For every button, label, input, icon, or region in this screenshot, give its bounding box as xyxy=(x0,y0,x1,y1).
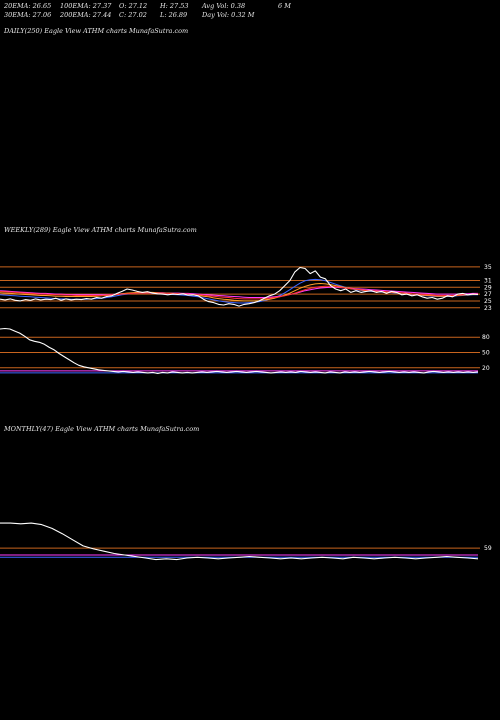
level-label-20: 20 xyxy=(482,365,490,372)
daily-panel-label: DAILY(250) Eagle View ATHM charts Munafa… xyxy=(4,27,189,35)
stat-high: H: 27.53 xyxy=(160,2,189,10)
stat-open: O: 27.12 xyxy=(119,2,148,10)
level-label-35: 35 xyxy=(484,264,492,271)
monthly-panel-label: MONTHLY(47) Eagle View ATHM charts Munaf… xyxy=(4,425,200,433)
price-line-2 xyxy=(0,327,479,374)
stat-day-vol: Day Vol: 0.32 M xyxy=(202,11,255,19)
level-label-80: 80 xyxy=(482,334,490,341)
monthly-indicator-chart: 59 xyxy=(0,522,492,561)
level-label-59: 59 xyxy=(484,545,492,552)
ema-line-3 xyxy=(0,285,478,300)
stats-row-1: 20EMA: 26.65 100EMA: 27.37 O: 27.12 H: 2… xyxy=(4,2,496,11)
stat-20ema: 20EMA: 26.65 xyxy=(4,2,52,10)
stats-header: 20EMA: 26.65 100EMA: 27.37 O: 27.12 H: 2… xyxy=(4,2,496,20)
price-line-4 xyxy=(0,266,479,307)
stat-low: L: 26.89 xyxy=(160,11,188,19)
level-label-25: 25 xyxy=(484,298,492,305)
level-label-50: 50 xyxy=(482,350,490,357)
level-label-29: 29 xyxy=(484,284,492,291)
stat-30ema: 30EMA: 27.06 xyxy=(4,11,52,19)
stat-100ema: 100EMA: 27.37 xyxy=(60,2,112,10)
price-line-2 xyxy=(0,522,479,561)
stat-200ema: 200EMA: 27.44 xyxy=(60,11,112,19)
stat-avg-vol: Avg Vol: 0.38 xyxy=(202,2,246,10)
level-label-23: 23 xyxy=(484,305,492,312)
stats-row-2: 30EMA: 27.06 200EMA: 27.44 C: 27.02 L: 2… xyxy=(4,11,496,20)
weekly-indicator-chart: 80 50 20 xyxy=(0,327,490,374)
stat-close: C: 27.02 xyxy=(119,11,147,19)
ema-line-1 xyxy=(0,286,478,298)
weekly-panel-label: WEEKLY(289) Eagle View ATHM charts Munaf… xyxy=(4,226,197,234)
level-label-31: 31 xyxy=(484,277,492,284)
stat-avg-vol-unit: 6 M xyxy=(278,2,291,10)
level-label-27: 27 xyxy=(484,291,492,298)
